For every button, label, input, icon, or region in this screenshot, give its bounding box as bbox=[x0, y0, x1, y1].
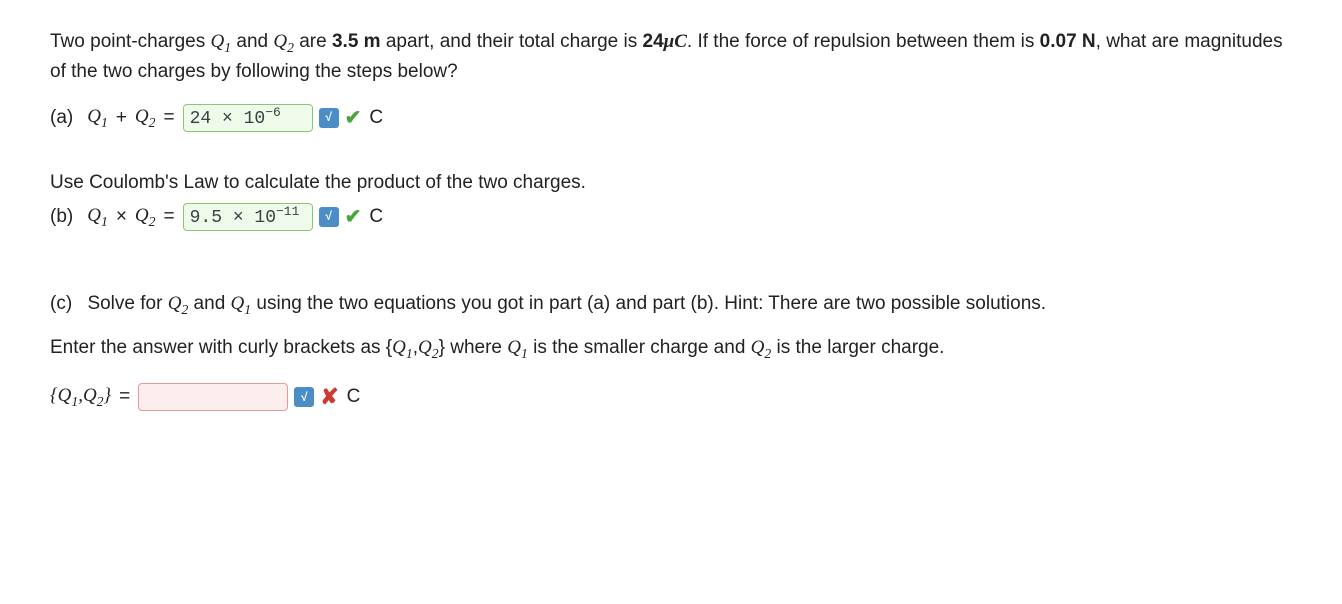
answer-value: 24 × 10−6 bbox=[190, 104, 281, 132]
text: and bbox=[231, 31, 273, 52]
unit-label: C bbox=[369, 203, 383, 231]
answer-input-c[interactable] bbox=[138, 383, 288, 411]
times-sign: × bbox=[116, 203, 127, 231]
text: apart, and their total charge is bbox=[381, 31, 643, 52]
text: Two point-charges bbox=[50, 31, 211, 52]
part-c-answer-row: {Q1,Q2} = √ ✘ C bbox=[50, 381, 1292, 413]
var-q2: Q2 bbox=[135, 103, 156, 133]
answer-value: 9.5 × 10−11 bbox=[190, 203, 300, 231]
check-icon: ✔ bbox=[345, 203, 362, 232]
text: Enter the answer with curly brackets as … bbox=[50, 337, 392, 358]
lhs-set: {Q1,Q2} bbox=[50, 382, 111, 412]
equals-sign: = bbox=[164, 104, 175, 132]
var-q2: Q2 bbox=[135, 202, 156, 232]
total-charge: 24μC bbox=[643, 31, 687, 52]
part-c-label: (c) bbox=[50, 293, 72, 314]
var-q1: Q1 bbox=[87, 103, 108, 133]
var-q1: Q1 bbox=[507, 337, 528, 358]
help-icon[interactable]: √ bbox=[319, 207, 339, 227]
var-q2: Q2 bbox=[273, 31, 294, 52]
part-b-intro: Use Coulomb's Law to calculate the produ… bbox=[50, 169, 1292, 197]
part-b-label: (b) bbox=[50, 203, 73, 231]
force-value: 0.07 N bbox=[1040, 31, 1096, 52]
unit-label: C bbox=[369, 104, 383, 132]
var-q2: Q2 bbox=[751, 337, 772, 358]
equals-sign: = bbox=[164, 203, 175, 231]
equals-sign: = bbox=[119, 383, 130, 411]
part-b-row: (b) Q1 × Q2 = 9.5 × 10−11 √ ✔ C bbox=[50, 202, 1292, 232]
check-icon: ✔ bbox=[345, 104, 362, 133]
text: are bbox=[294, 31, 332, 52]
help-icon[interactable]: √ bbox=[294, 387, 314, 407]
var-q1: Q1 bbox=[211, 31, 232, 52]
answer-input-a[interactable]: 24 × 10−6 bbox=[183, 104, 313, 132]
text: Solve for bbox=[87, 293, 167, 314]
var-q1: Q1 bbox=[231, 293, 252, 314]
var-q2: Q2 bbox=[168, 293, 189, 314]
part-a-label: (a) bbox=[50, 104, 73, 132]
help-icon[interactable]: √ bbox=[319, 108, 339, 128]
text: . If the force of repulsion between them… bbox=[687, 31, 1040, 52]
part-a-row: (a) Q1 + Q2 = 24 × 10−6 √ ✔ C bbox=[50, 103, 1292, 133]
part-c-instruction: Enter the answer with curly brackets as … bbox=[50, 334, 1292, 364]
text: and bbox=[188, 293, 230, 314]
distance-value: 3.5 m bbox=[332, 31, 381, 52]
cross-icon: ✘ bbox=[320, 381, 338, 413]
answer-input-b[interactable]: 9.5 × 10−11 bbox=[183, 203, 313, 231]
var-q1: Q1 bbox=[392, 337, 413, 358]
unit-label: C bbox=[347, 383, 361, 411]
var-q2: Q2 bbox=[418, 337, 439, 358]
text: using the two equations you got in part … bbox=[251, 293, 1046, 314]
text: is the smaller charge and bbox=[528, 337, 751, 358]
var-q1: Q1 bbox=[87, 202, 108, 232]
part-c-text: (c) Solve for Q2 and Q1 using the two eq… bbox=[50, 290, 1292, 320]
text: is the larger charge. bbox=[771, 337, 944, 358]
problem-statement: Two point-charges Q1 and Q2 are 3.5 m ap… bbox=[50, 28, 1292, 85]
text: } where bbox=[439, 337, 508, 358]
plus-sign: + bbox=[116, 104, 127, 132]
